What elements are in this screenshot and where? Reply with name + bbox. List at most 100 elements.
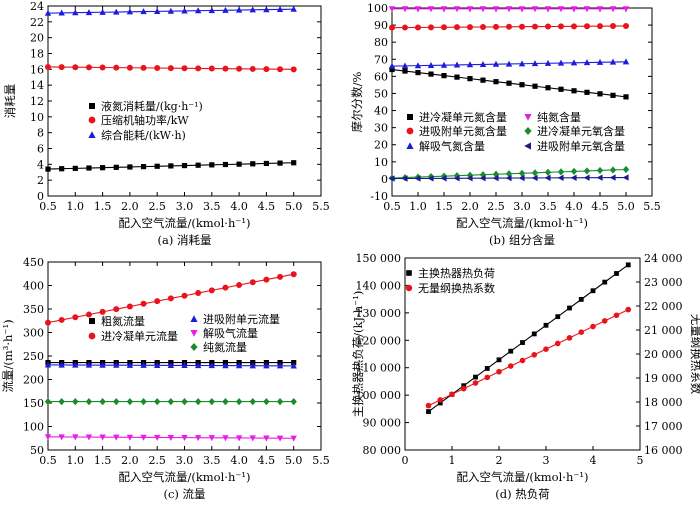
chart-b-series-4-point <box>440 6 448 13</box>
chart-c-series-2-point <box>113 306 120 313</box>
chart-b-series-2 <box>389 22 629 31</box>
chart-d-heat-load: 0 1 2 3 4 5 80 000 90 000 100 000 110 000 120 000 1… <box>351 252 700 501</box>
chart-a-series-3-point <box>249 6 256 13</box>
chart-a-series-2-point <box>72 64 79 71</box>
chart-b-series-6-point <box>427 175 434 182</box>
chart-c-x-tick-label: 3.5 <box>203 454 221 467</box>
chart-a-series-3-point <box>290 5 297 12</box>
chart-a-series-1-point <box>168 163 174 169</box>
chart-c-series-5-point <box>113 397 120 406</box>
chart-c-series-5-point <box>126 397 134 406</box>
chart-c-series-4-point <box>167 434 175 441</box>
chart-d-series-2-point <box>437 397 444 403</box>
chart-d-series-1-point <box>531 331 537 337</box>
chart-c-series-4-point <box>181 435 188 442</box>
chart-a-y-tick-label: 16 <box>30 63 44 76</box>
chart-a-series-2-point <box>99 64 106 71</box>
chart-b-series-2-point <box>532 23 538 30</box>
chart-b-legend-item-4: 纯氮含量 <box>524 110 581 124</box>
chart-b-legend-item-1: 进冷凝单元氮含量 <box>407 110 507 124</box>
chart-b-y-tick-label: 100 <box>367 2 388 15</box>
chart-a-x-tick-label: 1.0 <box>67 200 85 213</box>
chart-d-y-axis-title: 主换热器热负荷/(kJ·h⁻¹) <box>351 291 365 418</box>
chart-c-series-5-point <box>140 397 147 406</box>
chart-c-y-tick-label: 100 <box>23 421 44 434</box>
chart-a-series-2 <box>45 63 297 73</box>
chart-d-y-right-tick-label: 22 000 <box>644 300 683 313</box>
chart-b-series-1-point <box>480 77 486 83</box>
chart-a-series-2-point <box>236 65 243 72</box>
chart-b-series-5-point <box>466 171 474 179</box>
chart-c-series-3-point <box>194 362 202 369</box>
chart-b-series-6-point <box>596 174 603 181</box>
chart-c-series-2-point <box>72 314 79 321</box>
chart-b-series-5-point <box>518 169 526 177</box>
chart-c-series-2-point <box>181 292 188 299</box>
chart-c-x-tick-label: 4.0 <box>230 454 248 467</box>
chart-c-series-4-point <box>113 434 120 441</box>
chart-a-series-3-point <box>99 8 106 15</box>
chart-b-legend-item-6: 进吸附单元氧含量 <box>524 139 625 153</box>
chart-c-series-4-point <box>58 434 65 441</box>
chart-a-series-1-point <box>140 164 147 170</box>
chart-c-series-4-point <box>276 435 284 442</box>
chart-a-y-tick-label: 8 <box>37 127 44 140</box>
chart-b-series-1-point <box>441 73 447 79</box>
chart-b-x-tick-label: 1.0 <box>409 200 427 213</box>
chart-b-series-6-point <box>609 174 616 181</box>
chart-a-series-1-point <box>59 166 65 172</box>
chart-b-x-tick-label: 2.0 <box>461 200 479 213</box>
chart-a-series-3-point <box>58 9 65 16</box>
chart-b-y-tick-label: 70 <box>374 53 388 66</box>
chart-c-x-tick-label: 5.5 <box>312 454 330 467</box>
chart-c-series-2-point <box>277 273 284 280</box>
chart-a-y-tick-label: 12 <box>30 95 44 108</box>
chart-d-y-tick-label: 140 000 <box>356 279 402 292</box>
chart-b-series-6-point <box>401 175 408 182</box>
chart-b-series-5-point <box>557 168 565 176</box>
chart-d-y-right-tick-label: 18 000 <box>644 396 683 409</box>
chart-a-legend-label: 液氮消耗量/(kg·h⁻¹) <box>101 99 203 113</box>
chart-c-series-2-point <box>58 316 65 323</box>
chart-b-series-3-point <box>544 59 552 66</box>
chart-c-series-2-point <box>236 281 243 288</box>
chart-a-series-2-point <box>222 65 229 72</box>
chart-b-series-2-point <box>506 23 512 30</box>
chart-c-series-3-point <box>154 361 161 368</box>
chart-a-series-1-point <box>113 164 119 170</box>
chart-b-series-1 <box>389 66 629 100</box>
chart-a-series-2-point <box>58 64 65 71</box>
chart-b-y-tick-label: 30 <box>374 122 388 135</box>
chart-c-y-axis-title: 流量/(m³·h⁻¹) <box>1 319 15 392</box>
chart-d-series-2-point <box>590 323 596 330</box>
chart-a-x-tick-label: 3.0 <box>176 200 194 213</box>
chart-b-legend-marker <box>407 114 413 120</box>
chart-b-series-4-point <box>427 6 435 13</box>
chart-b-legend-label: 进吸附单元氮含量 <box>419 124 507 138</box>
chart-c-y-tick-label: 50 <box>30 444 44 457</box>
chart-c-y-tick-label: 250 <box>23 350 44 363</box>
chart-c-y-tick-label: 450 <box>23 256 44 269</box>
chart-d-series-1-point <box>484 366 490 371</box>
chart-c-series-4-point <box>222 435 229 442</box>
chart-a-y-tick-label: 18 <box>30 48 44 61</box>
chart-b-series-4 <box>388 6 630 13</box>
chart-c-series-2-point <box>140 300 147 307</box>
chart-d-legend-marker <box>405 284 413 292</box>
chart-c-series-2 <box>45 271 297 326</box>
chart-b-legend-label: 解吸气氮含量 <box>419 139 485 153</box>
chart-d-series-2-point <box>625 306 632 313</box>
chart-d-series-2-point <box>613 312 620 319</box>
chart-d-legend-item-1: 主换热器热负荷 <box>406 266 495 280</box>
chart-a-y-tick-label: 20 <box>30 32 44 45</box>
chart-d-series-2-point <box>519 357 526 364</box>
chart-a-legend-label: 综合能耗/(kW·h) <box>101 128 186 142</box>
chart-b-series-6-point <box>531 174 538 182</box>
chart-d-caption: (d) 热负荷 <box>495 487 550 501</box>
chart-a-y-tick-label: 0 <box>37 190 44 203</box>
chart-b-series-2-point <box>584 23 590 30</box>
chart-a-series-1 <box>45 160 297 172</box>
chart-c-legend-item-4: 解吸气流量 <box>190 326 258 340</box>
chart-b-series-4-point <box>609 6 617 13</box>
chart-c-legend-label: 纯氮流量 <box>203 340 247 354</box>
